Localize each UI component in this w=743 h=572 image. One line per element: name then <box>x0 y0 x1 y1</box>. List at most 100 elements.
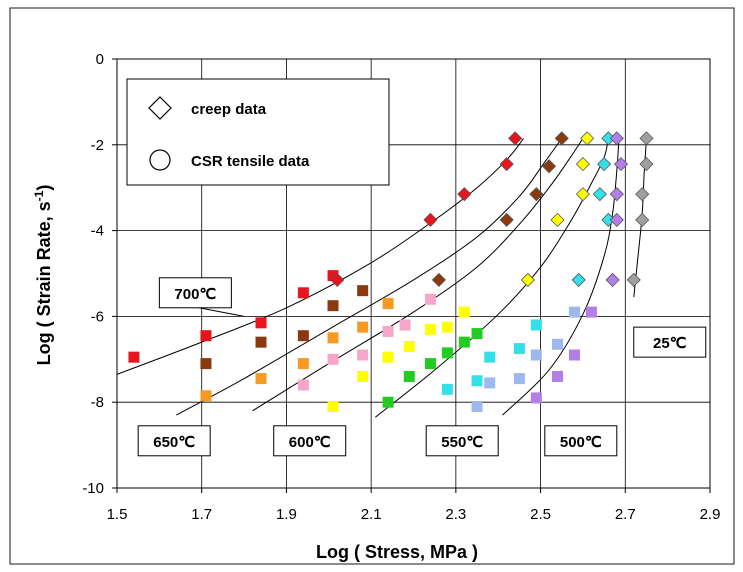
y-axis-title-end: ) <box>34 185 54 191</box>
temperature-label-box <box>137 425 211 457</box>
creep-data-point <box>529 187 544 202</box>
tensile-data-point <box>458 336 470 348</box>
label-leader-line <box>198 307 245 317</box>
tensile-data-point <box>297 379 309 391</box>
tensile-data-point <box>297 330 309 342</box>
tensile-data-point <box>255 317 267 329</box>
creep-data-point <box>626 272 641 288</box>
tensile-data-point <box>568 349 580 361</box>
tensile-data-point <box>585 306 597 318</box>
creep-data-point <box>592 187 607 202</box>
y-tick-label: 0 <box>96 51 104 68</box>
legend: creep data CSR tensile data <box>126 78 390 186</box>
y-tick-label: -4 <box>91 223 104 240</box>
tensile-data-point <box>382 298 394 310</box>
tensile-data-point <box>327 353 339 365</box>
temperature-label-box <box>425 425 499 457</box>
tensile-data-point <box>513 343 525 355</box>
temperature-label: 600℃ <box>289 434 331 451</box>
tensile-data-point <box>357 349 369 361</box>
tensile-data-point <box>200 390 212 402</box>
plot-area-frame <box>116 58 711 489</box>
tensile-data-point <box>471 400 483 412</box>
tensile-data-point <box>471 328 483 340</box>
tensile-data-point <box>200 330 212 342</box>
y-tick-label: -8 <box>91 394 104 411</box>
tensile-data-point <box>357 321 369 333</box>
creep-data-point <box>575 157 590 172</box>
y-axis-title-superscript: -1 <box>32 190 46 201</box>
x-tick-label: 1.7 <box>191 506 212 523</box>
temperature-label: 650℃ <box>153 434 195 451</box>
creep-data-point <box>431 272 446 288</box>
creep-data-point <box>423 212 438 227</box>
temperature-label: 550℃ <box>441 434 483 451</box>
tensile-data-point <box>357 285 369 297</box>
temperature-labels: 700℃ 650℃ 600℃ 550℃ 500℃ 25℃ <box>137 277 707 457</box>
y-axis-title-main: Log ( Strain Rate, s <box>34 201 54 365</box>
tensile-data-point <box>200 358 212 370</box>
tensile-data-point <box>471 375 483 387</box>
y-axis-title: Log ( Strain Rate, s-1) <box>32 185 54 366</box>
creep-data-point <box>550 212 565 227</box>
creep-data-point <box>609 187 624 202</box>
tensile-data-point <box>382 351 394 363</box>
creep-data-point <box>499 212 514 227</box>
tensile-data-point <box>327 332 339 344</box>
x-axis-title: Log ( Stress, MPa ) <box>316 542 478 562</box>
creep-data-point <box>541 159 557 174</box>
creep-data-point <box>520 272 535 288</box>
y-tick-labels: 0 -2 -4 -6 -8 -10 <box>82 51 117 497</box>
y-tick-label: -2 <box>91 137 104 154</box>
legend-label-csr: CSR tensile data <box>191 153 310 170</box>
temperature-label-box <box>544 425 618 457</box>
y-tick-label: -6 <box>91 308 104 325</box>
x-tick-label: 2.7 <box>615 506 636 523</box>
tensile-data-point <box>552 338 564 350</box>
legend-label-creep: creep data <box>191 101 267 118</box>
temperature-label: 25℃ <box>653 335 687 352</box>
tensile-data-point <box>255 373 267 385</box>
x-tick-label: 2.9 <box>700 506 721 523</box>
temperature-label: 500℃ <box>560 434 602 451</box>
creep-data-point <box>457 187 472 202</box>
fit-curve <box>176 138 563 416</box>
fit-curve <box>116 138 524 375</box>
x-tick-label: 1.9 <box>276 506 297 523</box>
x-tick-label: 2.1 <box>361 506 382 523</box>
y-tick-label: -10 <box>82 480 104 497</box>
tensile-data-point <box>552 370 564 382</box>
creep-markers <box>330 131 654 288</box>
x-tick-label: 1.5 <box>107 506 128 523</box>
temperature-label-box <box>158 277 232 309</box>
tensile-data-point <box>382 325 394 337</box>
creep-data-point <box>605 272 620 288</box>
creep-data-point <box>639 131 654 146</box>
tensile-data-point <box>441 321 453 333</box>
creep-data-point <box>635 212 650 227</box>
legend-diamond-marker <box>148 96 172 120</box>
creep-data-point <box>635 187 650 202</box>
tensile-data-point <box>568 306 580 318</box>
tensile-data-point <box>424 293 436 305</box>
tensile-data-point <box>484 351 496 363</box>
creep-data-point <box>499 157 514 172</box>
temperature-label: 700℃ <box>174 286 216 303</box>
tensile-markers <box>128 270 597 412</box>
tensile-data-point <box>297 287 309 299</box>
creep-data-point <box>597 157 612 172</box>
creep-data-point <box>571 272 586 288</box>
x-tick-label: 2.5 <box>530 506 551 523</box>
tensile-data-point <box>399 319 411 331</box>
temperature-label-box <box>273 425 347 457</box>
fit-curve <box>502 138 620 416</box>
tensile-data-point <box>424 358 436 370</box>
tensile-data-point <box>327 300 339 312</box>
tensile-data-point <box>128 351 140 363</box>
legend-box <box>126 78 390 186</box>
creep-data-point <box>508 131 523 146</box>
tensile-data-point <box>357 370 369 382</box>
tensile-data-point <box>530 392 542 404</box>
